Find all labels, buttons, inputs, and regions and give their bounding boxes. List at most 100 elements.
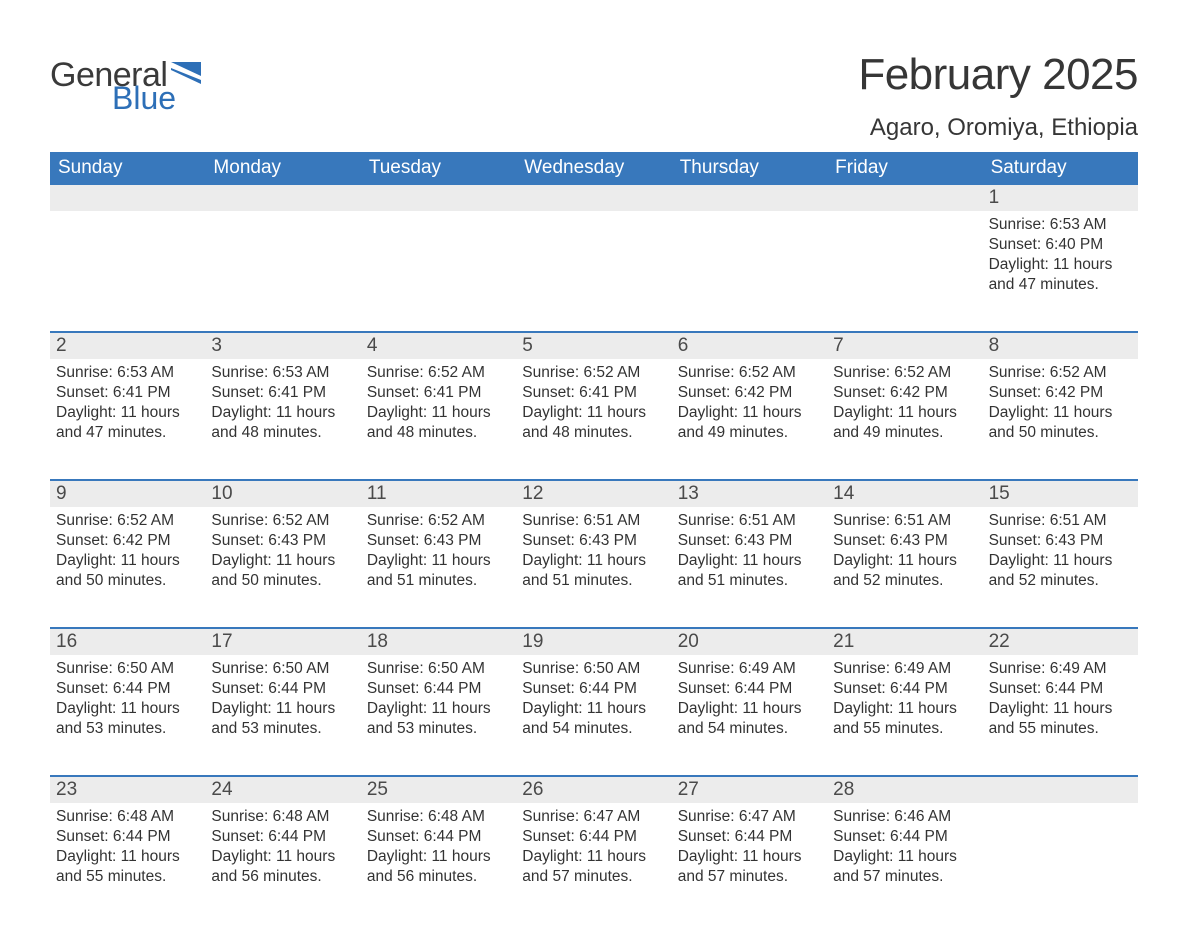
week-row: 1Sunrise: 6:53 AMSunset: 6:40 PMDaylight… <box>50 185 1138 305</box>
sunset-text: Sunset: 6:44 PM <box>989 679 1132 699</box>
day-cell: 27Sunrise: 6:47 AMSunset: 6:44 PMDayligh… <box>672 777 827 897</box>
day-number: 8 <box>983 333 1138 359</box>
day-body: Sunrise: 6:46 AMSunset: 6:44 PMDaylight:… <box>827 803 982 888</box>
daylight-text: Daylight: 11 hours and 51 minutes. <box>678 551 821 591</box>
sunset-text: Sunset: 6:42 PM <box>833 383 976 403</box>
day-cell <box>205 185 360 305</box>
sunrise-text: Sunrise: 6:53 AM <box>989 215 1132 235</box>
day-number: 1 <box>983 185 1138 211</box>
sunrise-text: Sunrise: 6:52 AM <box>367 511 510 531</box>
sunset-text: Sunset: 6:41 PM <box>211 383 354 403</box>
sunrise-text: Sunrise: 6:47 AM <box>678 807 821 827</box>
day-cell: 20Sunrise: 6:49 AMSunset: 6:44 PMDayligh… <box>672 629 827 749</box>
sunrise-text: Sunrise: 6:49 AM <box>678 659 821 679</box>
day-cell: 28Sunrise: 6:46 AMSunset: 6:44 PMDayligh… <box>827 777 982 897</box>
sunset-text: Sunset: 6:44 PM <box>522 827 665 847</box>
day-number: 6 <box>672 333 827 359</box>
sunset-text: Sunset: 6:44 PM <box>367 679 510 699</box>
day-number: 9 <box>50 481 205 507</box>
day-body: Sunrise: 6:53 AMSunset: 6:40 PMDaylight:… <box>983 211 1138 296</box>
day-cell: 17Sunrise: 6:50 AMSunset: 6:44 PMDayligh… <box>205 629 360 749</box>
sunrise-text: Sunrise: 6:49 AM <box>989 659 1132 679</box>
day-cell: 19Sunrise: 6:50 AMSunset: 6:44 PMDayligh… <box>516 629 671 749</box>
daylight-text: Daylight: 11 hours and 50 minutes. <box>211 551 354 591</box>
day-number <box>983 777 1138 803</box>
day-body: Sunrise: 6:52 AMSunset: 6:42 PMDaylight:… <box>50 507 205 592</box>
day-number: 13 <box>672 481 827 507</box>
sunrise-text: Sunrise: 6:50 AM <box>56 659 199 679</box>
day-body: Sunrise: 6:47 AMSunset: 6:44 PMDaylight:… <box>672 803 827 888</box>
day-number: 2 <box>50 333 205 359</box>
sunrise-text: Sunrise: 6:50 AM <box>367 659 510 679</box>
daylight-text: Daylight: 11 hours and 57 minutes. <box>678 847 821 887</box>
day-body: Sunrise: 6:52 AMSunset: 6:43 PMDaylight:… <box>205 507 360 592</box>
day-body: Sunrise: 6:52 AMSunset: 6:43 PMDaylight:… <box>361 507 516 592</box>
week-row: 23Sunrise: 6:48 AMSunset: 6:44 PMDayligh… <box>50 775 1138 897</box>
day-cell: 16Sunrise: 6:50 AMSunset: 6:44 PMDayligh… <box>50 629 205 749</box>
day-body: Sunrise: 6:49 AMSunset: 6:44 PMDaylight:… <box>672 655 827 740</box>
day-cell <box>672 185 827 305</box>
day-cell: 10Sunrise: 6:52 AMSunset: 6:43 PMDayligh… <box>205 481 360 601</box>
daylight-text: Daylight: 11 hours and 52 minutes. <box>989 551 1132 591</box>
weekday-header: Sunday <box>50 152 205 185</box>
day-number: 28 <box>827 777 982 803</box>
day-number: 5 <box>516 333 671 359</box>
daylight-text: Daylight: 11 hours and 53 minutes. <box>367 699 510 739</box>
day-body: Sunrise: 6:52 AMSunset: 6:42 PMDaylight:… <box>983 359 1138 444</box>
day-body: Sunrise: 6:50 AMSunset: 6:44 PMDaylight:… <box>516 655 671 740</box>
sunrise-text: Sunrise: 6:53 AM <box>56 363 199 383</box>
daylight-text: Daylight: 11 hours and 47 minutes. <box>56 403 199 443</box>
sunrise-text: Sunrise: 6:49 AM <box>833 659 976 679</box>
weekday-header: Monday <box>205 152 360 185</box>
sunset-text: Sunset: 6:43 PM <box>211 531 354 551</box>
sunrise-text: Sunrise: 6:52 AM <box>522 363 665 383</box>
day-number: 22 <box>983 629 1138 655</box>
daylight-text: Daylight: 11 hours and 53 minutes. <box>211 699 354 739</box>
day-number: 10 <box>205 481 360 507</box>
daylight-text: Daylight: 11 hours and 48 minutes. <box>211 403 354 443</box>
day-number: 23 <box>50 777 205 803</box>
daylight-text: Daylight: 11 hours and 49 minutes. <box>678 403 821 443</box>
sunrise-text: Sunrise: 6:52 AM <box>367 363 510 383</box>
day-number: 7 <box>827 333 982 359</box>
day-body: Sunrise: 6:52 AMSunset: 6:41 PMDaylight:… <box>361 359 516 444</box>
day-body: Sunrise: 6:51 AMSunset: 6:43 PMDaylight:… <box>672 507 827 592</box>
week-row: 16Sunrise: 6:50 AMSunset: 6:44 PMDayligh… <box>50 627 1138 749</box>
day-cell: 8Sunrise: 6:52 AMSunset: 6:42 PMDaylight… <box>983 333 1138 453</box>
sunset-text: Sunset: 6:41 PM <box>56 383 199 403</box>
day-number: 27 <box>672 777 827 803</box>
sunset-text: Sunset: 6:43 PM <box>833 531 976 551</box>
sunset-text: Sunset: 6:43 PM <box>367 531 510 551</box>
sunrise-text: Sunrise: 6:52 AM <box>989 363 1132 383</box>
day-body: Sunrise: 6:51 AMSunset: 6:43 PMDaylight:… <box>516 507 671 592</box>
day-number: 20 <box>672 629 827 655</box>
day-cell <box>361 185 516 305</box>
daylight-text: Daylight: 11 hours and 48 minutes. <box>367 403 510 443</box>
weekday-header: Saturday <box>983 152 1138 185</box>
day-body: Sunrise: 6:48 AMSunset: 6:44 PMDaylight:… <box>361 803 516 888</box>
day-cell <box>827 185 982 305</box>
day-body: Sunrise: 6:49 AMSunset: 6:44 PMDaylight:… <box>827 655 982 740</box>
sunrise-text: Sunrise: 6:48 AM <box>56 807 199 827</box>
sunset-text: Sunset: 6:42 PM <box>678 383 821 403</box>
sunset-text: Sunset: 6:44 PM <box>56 679 199 699</box>
sunrise-text: Sunrise: 6:51 AM <box>833 511 976 531</box>
day-body: Sunrise: 6:50 AMSunset: 6:44 PMDaylight:… <box>50 655 205 740</box>
day-number: 16 <box>50 629 205 655</box>
day-cell: 13Sunrise: 6:51 AMSunset: 6:43 PMDayligh… <box>672 481 827 601</box>
sunrise-text: Sunrise: 6:53 AM <box>211 363 354 383</box>
sunset-text: Sunset: 6:44 PM <box>833 827 976 847</box>
sunset-text: Sunset: 6:44 PM <box>678 827 821 847</box>
daylight-text: Daylight: 11 hours and 49 minutes. <box>833 403 976 443</box>
weekday-header: Tuesday <box>361 152 516 185</box>
sunset-text: Sunset: 6:41 PM <box>367 383 510 403</box>
day-number: 21 <box>827 629 982 655</box>
month-title: February 2025 <box>858 50 1138 100</box>
sunset-text: Sunset: 6:43 PM <box>678 531 821 551</box>
day-cell: 5Sunrise: 6:52 AMSunset: 6:41 PMDaylight… <box>516 333 671 453</box>
title-block: February 2025 Agaro, Oromiya, Ethiopia <box>858 50 1138 142</box>
day-cell: 11Sunrise: 6:52 AMSunset: 6:43 PMDayligh… <box>361 481 516 601</box>
daylight-text: Daylight: 11 hours and 54 minutes. <box>678 699 821 739</box>
day-cell: 21Sunrise: 6:49 AMSunset: 6:44 PMDayligh… <box>827 629 982 749</box>
day-cell: 2 Sunrise: 6:53 AMSunset: 6:41 PMDaylight… <box>50 333 205 453</box>
